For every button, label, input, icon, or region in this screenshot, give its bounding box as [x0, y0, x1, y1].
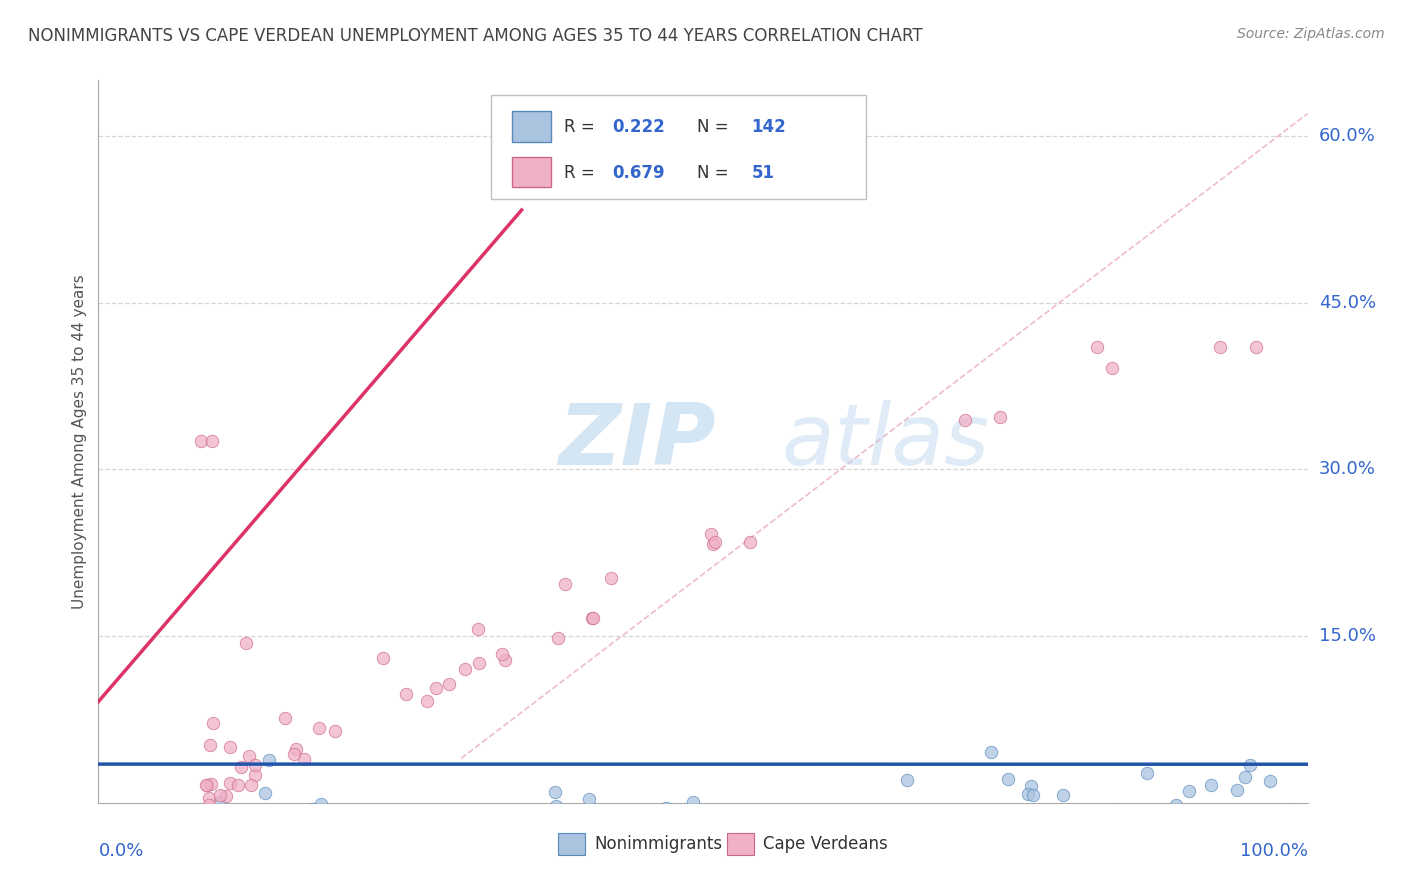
Text: 15.0%: 15.0% [1319, 627, 1375, 645]
Text: Nonimmigrants: Nonimmigrants [595, 835, 723, 853]
Text: 142: 142 [751, 119, 786, 136]
Text: 0.679: 0.679 [613, 164, 665, 182]
Text: 60.0%: 60.0% [1319, 127, 1375, 145]
Text: 51: 51 [751, 164, 775, 182]
Y-axis label: Unemployment Among Ages 35 to 44 years: Unemployment Among Ages 35 to 44 years [72, 274, 87, 609]
Text: Cape Verdeans: Cape Verdeans [763, 835, 889, 853]
Text: N =: N = [697, 164, 734, 182]
FancyBboxPatch shape [512, 157, 551, 187]
Text: N =: N = [697, 119, 734, 136]
FancyBboxPatch shape [492, 95, 866, 200]
Text: Source: ZipAtlas.com: Source: ZipAtlas.com [1237, 27, 1385, 41]
Text: 100.0%: 100.0% [1240, 842, 1308, 860]
Text: NONIMMIGRANTS VS CAPE VERDEAN UNEMPLOYMENT AMONG AGES 35 TO 44 YEARS CORRELATION: NONIMMIGRANTS VS CAPE VERDEAN UNEMPLOYME… [28, 27, 922, 45]
Text: R =: R = [564, 119, 600, 136]
FancyBboxPatch shape [727, 833, 754, 855]
Text: 0.222: 0.222 [613, 119, 665, 136]
Text: ZIP: ZIP [558, 400, 716, 483]
Text: R =: R = [564, 164, 600, 182]
Text: 30.0%: 30.0% [1319, 460, 1375, 478]
FancyBboxPatch shape [512, 112, 551, 142]
Text: 45.0%: 45.0% [1319, 293, 1376, 311]
Text: 0.0%: 0.0% [98, 842, 143, 860]
FancyBboxPatch shape [558, 833, 585, 855]
Text: atlas: atlas [782, 400, 990, 483]
